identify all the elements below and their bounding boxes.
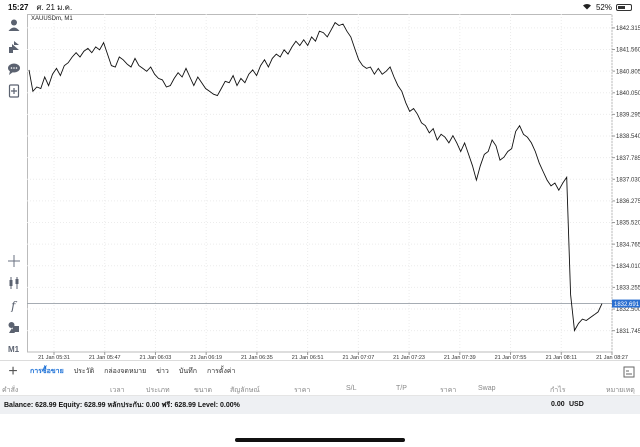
battery-icon <box>616 3 632 11</box>
timeframe-button[interactable]: M1 <box>7 344 20 354</box>
tab-2[interactable]: กล่องจดหมาย <box>104 368 147 375</box>
column-header: เวลา <box>110 387 125 394</box>
account-icon[interactable] <box>0 14 27 36</box>
plot-frame <box>27 14 613 353</box>
new-order-button[interactable]: + <box>8 362 18 380</box>
home-indicator <box>235 438 405 442</box>
y-tick-label: 1840.050 <box>616 91 640 97</box>
y-tick-label: 1836.275 <box>616 199 640 205</box>
status-date: ศ. 21 ม.ค. <box>36 2 73 12</box>
column-header: S/L <box>346 385 357 392</box>
column-header: กำไร <box>550 387 566 394</box>
add-document-icon[interactable] <box>0 80 27 102</box>
terminal-tabs: การซื้อขาย ประวัติ กล่องจดหมาย ข่าว บันทึก กา… <box>26 366 235 377</box>
current-price-label: 1832.691 <box>614 302 640 308</box>
column-header: หมายเหตุ <box>606 387 635 394</box>
x-tick-label: 21 Jan 08:11 <box>546 355 577 360</box>
x-tick-label: 21 Jan 06:19 <box>190 355 222 360</box>
balance-bar: Balance: 628.99 Equity: 628.99 หลักประกั… <box>0 396 640 414</box>
x-tick-label: 21 Jan 08:27 <box>596 355 628 360</box>
tab-1[interactable]: ประวัติ <box>73 368 95 375</box>
chart-symbol-label: XAUUSDm, M1 <box>31 16 73 22</box>
y-tick-label: 1834.010 <box>616 264 640 270</box>
price-chart[interactable]: 1842.315 1841.560 1840.805 1840.050 1839.295… <box>27 14 640 360</box>
y-tick-label: 1835.520 <box>616 221 640 227</box>
crosshair-icon[interactable] <box>0 250 27 272</box>
x-tick-label: 21 Jan 06:03 <box>140 355 172 360</box>
column-header: Swap <box>478 385 496 392</box>
x-tick-label: 21 Jan 07:23 <box>393 355 425 360</box>
y-tick-label: 1834.765 <box>616 242 640 248</box>
y-tick-label: 1837.785 <box>616 156 640 162</box>
battery-percent: 52% <box>595 2 612 12</box>
y-tick-label: 1840.805 <box>616 69 640 75</box>
tab-5[interactable]: การตั้งค่า <box>206 368 236 375</box>
x-tick-label: 21 Jan 05:31 <box>38 355 70 360</box>
balance-summary: Balance: 628.99 Equity: 628.99 หลักประกั… <box>4 401 240 409</box>
expand-panel-icon[interactable] <box>618 366 640 378</box>
column-header: สัญลักษณ์ <box>230 387 260 394</box>
wifi-icon <box>582 2 592 12</box>
y-tick-label: 1842.315 <box>616 26 640 32</box>
y-tick-label: 1839.295 <box>616 113 640 119</box>
objects-icon[interactable] <box>0 316 27 338</box>
tab-4[interactable]: บันทึก <box>178 368 197 375</box>
status-time: 15:27 <box>8 2 29 12</box>
chat-icon[interactable] <box>0 58 27 80</box>
column-header: ขนาด <box>194 387 213 394</box>
chart-canvas[interactable]: 1842.315 1841.560 1840.805 1840.050 1839.295… <box>27 14 640 360</box>
tab-3[interactable]: ข่าว <box>156 368 169 375</box>
trade-icon[interactable] <box>0 36 27 58</box>
tab-0[interactable]: การซื้อขาย <box>30 368 64 375</box>
current-price-tag <box>612 299 640 308</box>
column-header: ประเภท <box>146 387 170 394</box>
x-tick-label: 21 Jan 06:51 <box>292 355 324 360</box>
x-tick-label: 21 Jan 07:07 <box>342 355 374 360</box>
y-tick-label: 1831.745 <box>616 329 640 335</box>
orders-table-header: คำสั่ง เวลา ประเภท ขนาด สัญลักษณ์ ราคา S/L T/P ร… <box>0 382 640 396</box>
account-currency: USD <box>569 401 584 408</box>
left-toolbar: f M1 <box>0 14 27 360</box>
y-tick-label: 1837.030 <box>616 177 640 183</box>
indicator-icon[interactable]: f <box>0 294 27 316</box>
candlestick-icon[interactable] <box>0 272 27 294</box>
y-tick-label: 1838.540 <box>616 134 640 140</box>
column-header: ราคา <box>294 387 311 394</box>
column-header: คำสั่ง <box>2 387 19 394</box>
x-tick-label: 21 Jan 05:47 <box>89 355 121 360</box>
x-tick-label: 21 Jan 07:55 <box>495 355 527 360</box>
price-series-line <box>28 21 603 332</box>
column-header: ราคา <box>440 387 457 394</box>
x-tick-label: 21 Jan 06:35 <box>241 355 273 360</box>
x-tick-label: 21 Jan 07:39 <box>444 355 476 360</box>
column-header: T/P <box>396 385 407 392</box>
total-profit: 0.00 <box>551 401 565 408</box>
bottom-tab-bar: + การซื้อขาย ประวัติ กล่องจดหมาย ข่าว บันทึก… <box>0 360 640 382</box>
y-tick-label: 1833.255 <box>616 286 640 292</box>
svg-text:f: f <box>10 299 18 312</box>
y-tick-label: 1832.500 <box>616 307 640 313</box>
status-bar: 15:27 ศ. 21 ม.ค. 52% <box>0 0 640 14</box>
y-tick-label: 1841.560 <box>616 48 640 54</box>
